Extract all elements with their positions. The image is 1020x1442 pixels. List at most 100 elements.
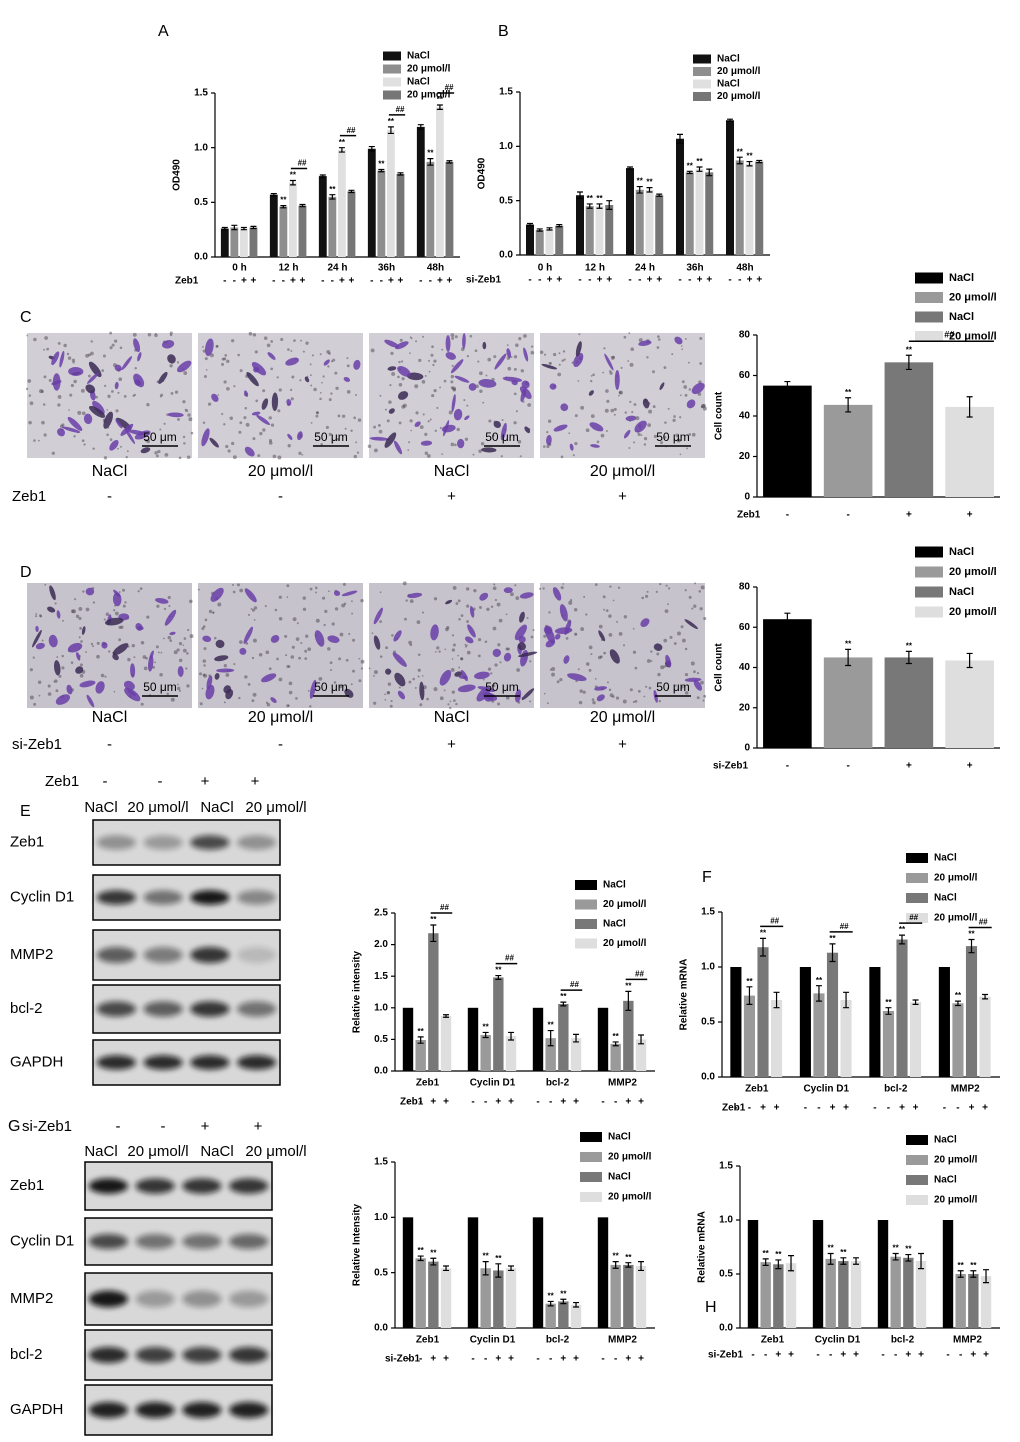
significance-mark: ## [298, 159, 307, 168]
pore [307, 647, 312, 652]
pore [182, 644, 185, 647]
pore [629, 362, 634, 367]
pore [604, 408, 609, 413]
condition-sign: + [853, 1350, 859, 1361]
pore [63, 343, 67, 348]
pore [268, 667, 272, 671]
cell [693, 680, 702, 691]
pore [667, 687, 670, 690]
blot-band [143, 835, 183, 850]
cell [462, 333, 466, 349]
pore [88, 374, 91, 378]
cell [35, 642, 45, 650]
pore [632, 627, 635, 630]
cell [333, 590, 341, 596]
pore [290, 397, 294, 401]
significance-mark: ** [899, 925, 906, 934]
pore [565, 637, 569, 640]
cell [518, 635, 526, 644]
pore [373, 425, 377, 429]
legend-swatch [383, 77, 401, 87]
bar [545, 228, 554, 255]
pore [409, 336, 412, 339]
error-bar [905, 354, 912, 371]
bar [595, 206, 604, 255]
pore [239, 588, 244, 593]
pore [262, 389, 266, 393]
condition-sign: - [536, 1097, 539, 1108]
bar [505, 1268, 517, 1328]
bar [952, 1003, 964, 1077]
caption: 20 μmol/l [590, 709, 655, 726]
cell [177, 665, 184, 677]
pore [439, 386, 441, 389]
pore [479, 371, 483, 376]
error-bar [773, 991, 780, 1009]
condition-sign: - [614, 1097, 617, 1108]
bar [965, 946, 978, 1077]
pore [41, 639, 44, 642]
pore [244, 407, 248, 410]
pore [388, 400, 392, 404]
pore [622, 644, 626, 647]
panel-letter: H [705, 1299, 717, 1316]
pore [438, 650, 441, 653]
pore [288, 681, 293, 686]
cell [202, 635, 212, 643]
pore [563, 358, 566, 361]
y-tick-label: 1.0 [701, 962, 715, 973]
pore [496, 602, 501, 607]
y-tick-label: 0.5 [374, 1267, 388, 1278]
condition-sign: - [578, 275, 581, 286]
cell [453, 408, 463, 421]
cell [114, 364, 122, 372]
blot-band [190, 1055, 230, 1070]
pore [643, 443, 647, 446]
condition-sign: + [899, 1103, 905, 1114]
pore [265, 701, 269, 704]
pore [157, 449, 161, 454]
error-bar [612, 1041, 619, 1047]
legend-label: NaCl [717, 79, 740, 90]
legend-label: NaCl [949, 586, 974, 598]
cell [75, 652, 81, 661]
pore [373, 670, 378, 675]
pore [434, 429, 437, 432]
pore [529, 660, 532, 663]
band-label: Cyclin D1 [10, 1232, 74, 1249]
pore [681, 380, 685, 384]
pore [78, 616, 82, 620]
pore [702, 699, 705, 702]
pore [627, 360, 630, 362]
legend-swatch [906, 873, 928, 883]
pore [640, 434, 643, 436]
pore [96, 641, 100, 645]
pore [205, 369, 208, 371]
pore [513, 421, 517, 425]
band-label: GAPDH [10, 1401, 63, 1418]
error-bar [546, 227, 553, 231]
condition-sign: - [946, 1350, 949, 1361]
pore [69, 393, 73, 397]
pore [472, 453, 475, 456]
y-tick-label: 0.5 [499, 195, 513, 206]
pore [251, 656, 255, 660]
pore [618, 631, 623, 636]
pore [253, 619, 256, 621]
cell [105, 617, 124, 626]
pore [703, 616, 707, 621]
pore [630, 347, 635, 352]
cell [454, 375, 470, 383]
pore [590, 653, 593, 656]
pore [327, 647, 331, 651]
bar [279, 206, 288, 257]
y-tick-label: 0.0 [374, 1323, 388, 1334]
pore [464, 643, 467, 646]
pore [315, 414, 319, 418]
pore [67, 356, 72, 360]
pore [309, 374, 312, 377]
pore [698, 590, 702, 593]
condition-sign: + [625, 1354, 631, 1365]
cell [474, 671, 490, 680]
pore [43, 348, 46, 351]
